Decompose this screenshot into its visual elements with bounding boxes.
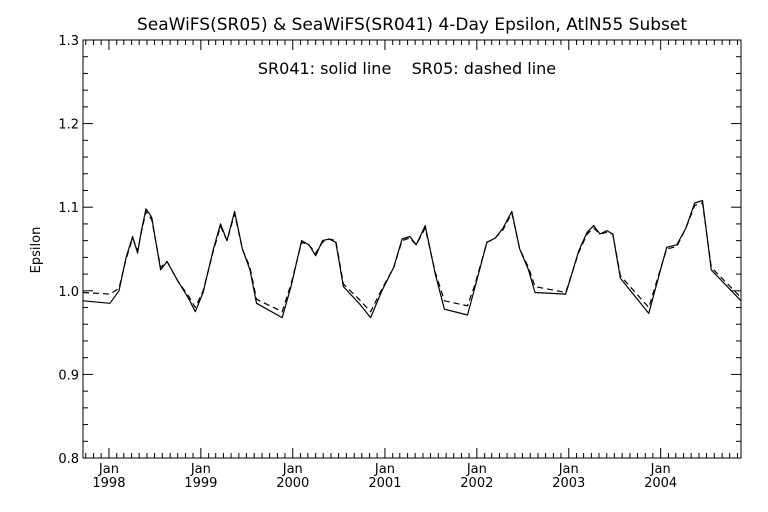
chart-title: SeaWiFS(SR05) & SeaWiFS(SR041) 4-Day Eps… (137, 15, 687, 35)
x-tick-year: 1999 (184, 476, 217, 491)
x-axis-ticks: Jan1998Jan1999Jan2000Jan2001Jan2002Jan20… (85, 40, 738, 491)
x-tick-month: Jan (190, 462, 211, 477)
x-tick-month: Jan (98, 462, 119, 477)
x-tick-year: 2001 (368, 476, 401, 491)
series-line-sr05 (82, 202, 742, 313)
y-tick-label: 0.8 (58, 452, 79, 467)
plot-frame (82, 39, 742, 459)
x-tick-month: Jan (650, 462, 671, 477)
x-tick-year: 2002 (460, 476, 493, 491)
x-tick-year: 2000 (276, 476, 309, 491)
x-tick-month: Jan (282, 462, 303, 477)
line-style-annotation: SR041: solid line SR05: dashed line (258, 59, 556, 78)
x-tick-year: 2003 (552, 476, 585, 491)
y-tick-label: 1.0 (58, 285, 79, 300)
series-line-sr041 (82, 199, 742, 319)
x-tick-year: 1998 (92, 476, 125, 491)
x-tick-year: 2004 (644, 476, 677, 491)
x-tick-month: Jan (374, 462, 395, 477)
series-layer (82, 199, 742, 319)
y-axis-ticks: 0.8 0.9 1.0 1.1 1.2 1.3 (58, 34, 741, 467)
y-tick-label: 1.1 (58, 201, 79, 216)
y-tick-label: 0.9 (58, 368, 79, 383)
y-tick-label: 1.3 (58, 34, 79, 49)
y-axis-label: Epsilon (29, 227, 44, 274)
x-tick-month: Jan (558, 462, 579, 477)
x-tick-month: Jan (466, 462, 487, 477)
y-tick-label: 1.2 (58, 118, 79, 133)
